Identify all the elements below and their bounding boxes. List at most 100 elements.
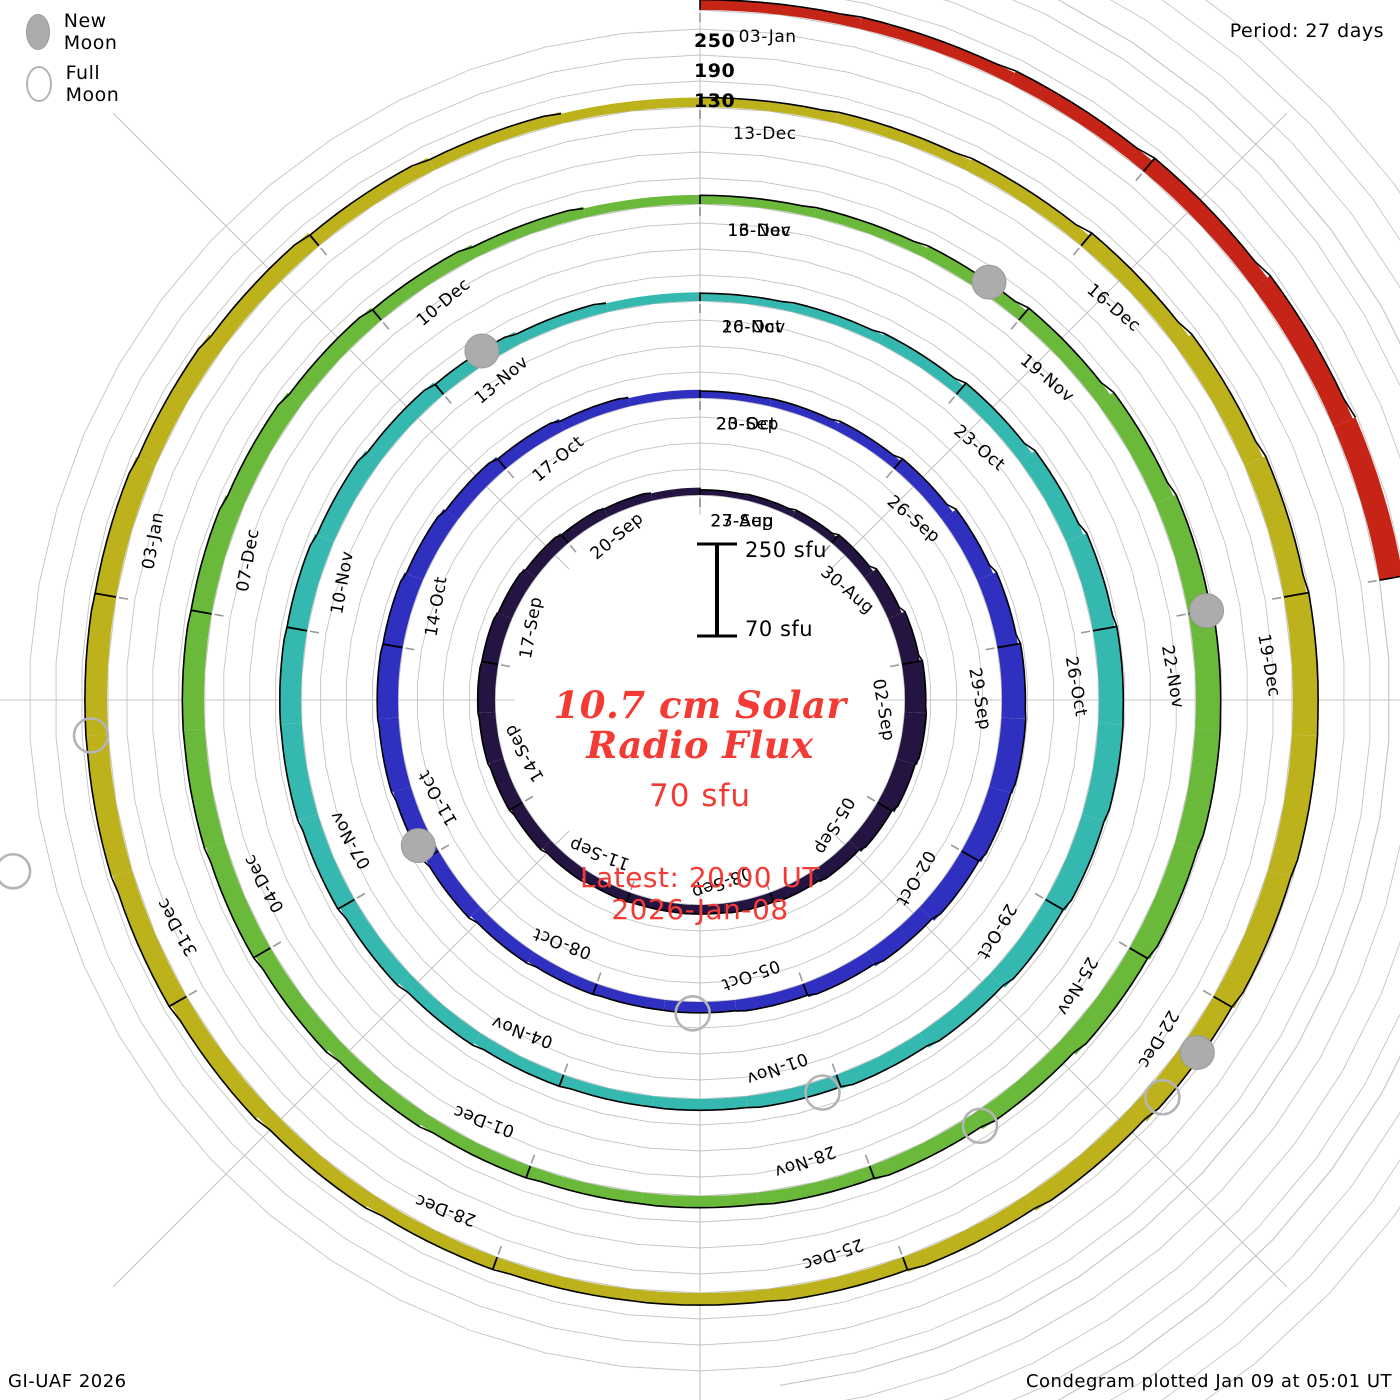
date-label: 05-Oct [719,955,783,995]
period-note: Period: 27 days [1229,20,1384,42]
new-moon-marker [400,828,436,864]
flux-day-band [869,1114,981,1181]
three-day-divider [1142,157,1156,173]
flux-day-band [582,871,630,902]
flux-day-band [561,97,700,123]
flux-day-band [877,758,916,813]
day-tick [1034,892,1044,899]
three-day-divider [955,382,967,395]
flux-day-band [864,568,902,619]
flux-day-band [836,1033,928,1089]
three-day-divider [508,801,523,811]
flux-day-band [700,293,794,312]
three-day-divider [802,983,809,996]
scale-bar-bottom-label: 70 sfu [745,617,814,641]
three-day-divider [481,660,499,666]
flux-day-band [299,814,355,909]
flux-day-band [497,418,565,469]
flux-day-band [757,1166,875,1206]
day-tick [885,470,893,479]
flux-day-band [1066,533,1115,631]
latest-time: Latest: 20:00 UT [579,860,821,894]
day-tick [530,1154,536,1164]
flux-day-band [138,334,225,466]
flux-day-band [746,1074,841,1109]
day-tick [765,881,770,891]
grid-arc [699,9,1390,1386]
flux-day-band [280,723,318,821]
date-label: 25-Dec [799,1234,866,1275]
scale-bar-top-label: 250 sfu [745,538,827,562]
three-day-divider [868,1165,875,1179]
day-tick [630,881,635,891]
three-day-divider [1092,625,1117,632]
three-day-divider [1283,591,1309,598]
flux-day-band [510,802,551,850]
new-moon-label: New Moon [63,10,118,54]
three-day-divider [961,850,980,862]
flux-day-band [477,661,499,713]
flux-day-band [406,509,458,581]
flux-day-band [1097,392,1174,504]
flux-day-band [526,1166,643,1204]
current-flux-value: 70 sfu [648,777,751,814]
flux-day-band [1268,734,1318,878]
day-tick [1080,630,1091,634]
three-day-divider [901,1256,909,1271]
flux-day-band [1175,728,1221,850]
grid-arc [843,0,1400,1400]
day-tick [831,1063,837,1073]
day-tick [382,321,390,330]
flux-day-band [493,1257,632,1301]
flux-day-band [1045,814,1105,911]
center-info-block: 250 sfu 70 sfu 10.7 cm Solar Radio Flux … [0,540,1400,926]
three-day-divider [877,801,893,812]
date-label: 13-Dec [727,221,791,241]
flux-day-band [227,392,303,504]
flux-day-band [606,292,700,312]
flux-day-band [328,1040,428,1127]
flux-day-band [474,1033,564,1087]
flux-day-band [211,233,319,346]
three-day-divider [434,383,445,395]
flux-day-band [814,207,928,257]
flux-day-band [835,421,901,469]
flux-day-band [527,952,597,995]
flux-day-band [700,0,862,29]
flux-day-band [629,1289,771,1306]
flux-day-band [1082,723,1123,822]
flux-day-band [472,206,586,257]
day-tick [866,795,876,802]
day-tick [214,613,224,617]
flux-day-band [803,952,874,998]
flux-day-band [896,711,927,765]
flux-day-band [894,458,953,520]
flux-day-band [559,1074,654,1108]
flux-day-band [367,1195,498,1270]
band-cap [1379,575,1400,581]
three-day-divider [371,309,382,321]
flux-day-band [428,112,564,171]
day-tick [356,892,366,899]
day-tick [889,664,900,668]
new-moon-marker [464,333,500,369]
day-tick [897,1245,903,1255]
flux-day-band [879,333,964,395]
flux-day-band [663,1000,737,1013]
flux-day-band [966,158,1090,246]
flux-day-band [470,907,534,964]
day-tick [864,1154,870,1164]
full-moon-marker [674,995,712,1032]
day-tick [524,795,534,802]
full-moon-icon [26,66,52,102]
flux-day-band [255,948,340,1053]
flux-day-band [812,840,859,883]
three-day-divider [286,626,308,632]
new-moon-marker [971,264,1007,300]
three-day-divider [625,892,631,902]
flux-day-band [498,568,536,619]
day-tick [1176,613,1186,617]
day-tick [507,470,515,479]
scale-bar-labels: 250 sfu 70 sfu [745,540,827,640]
flux-day-band [182,610,212,731]
